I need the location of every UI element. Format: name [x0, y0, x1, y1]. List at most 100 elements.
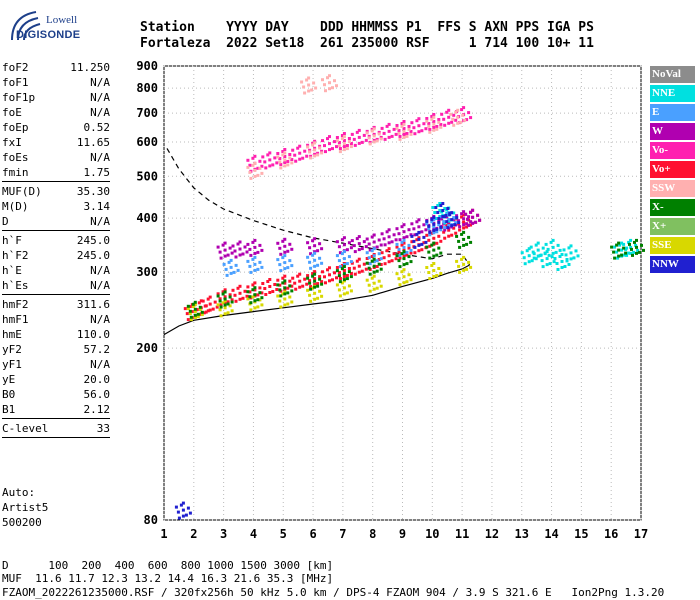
echo-point: [306, 143, 310, 147]
echo-point: [311, 141, 315, 145]
echo-point: [206, 297, 210, 301]
echo-point: [437, 246, 441, 250]
echo-point: [387, 235, 391, 239]
echo-point: [290, 161, 294, 165]
echo-point: [298, 144, 302, 148]
echo-point: [283, 250, 287, 254]
echo-point: [527, 260, 531, 264]
echo-point: [225, 273, 229, 277]
echo-point: [367, 242, 371, 246]
echo-point: [432, 225, 436, 229]
echo-point: [617, 254, 621, 258]
divider: [2, 437, 110, 438]
echo-point: [251, 163, 255, 167]
echo-point: [345, 147, 349, 151]
echo-point: [208, 295, 212, 299]
echo-point: [283, 161, 287, 164]
param-value: 35.30: [76, 185, 110, 198]
echo-point: [387, 254, 391, 258]
echo-point: [467, 260, 471, 264]
x-tick-label: 5: [280, 527, 287, 541]
echo-point: [238, 240, 242, 244]
echo-point: [449, 112, 453, 116]
param-value: N/A: [90, 91, 110, 104]
echo-point: [283, 281, 287, 285]
param-name: foEs: [2, 151, 29, 164]
echo-point: [397, 250, 401, 254]
echo-point: [377, 252, 381, 256]
x-tick-label: 2: [190, 527, 197, 541]
echo-point: [442, 220, 446, 224]
echo-point: [432, 269, 436, 272]
echo-point: [248, 295, 252, 299]
echo-point: [450, 224, 454, 228]
echo-point: [633, 240, 636, 244]
echo-point: [430, 231, 434, 235]
echo-point: [432, 248, 436, 252]
echo-point: [574, 249, 578, 253]
echo-point: [298, 279, 302, 283]
echo-point: [328, 87, 331, 91]
echo-point: [253, 251, 257, 255]
echo-point: [230, 251, 234, 255]
echo-point: [279, 269, 283, 273]
echo-point: [353, 272, 357, 276]
echo-point: [266, 280, 270, 283]
echo-point: [275, 288, 279, 291]
param-row: foEp 0.52: [2, 120, 110, 135]
echo-point: [395, 126, 399, 130]
echo-point: [318, 256, 322, 260]
echo-point: [415, 119, 419, 123]
echo-point: [365, 278, 369, 282]
echo-point: [256, 267, 260, 271]
echo-point: [432, 236, 436, 240]
echo-point: [422, 235, 426, 239]
echo-point: [379, 284, 383, 288]
echo-point: [311, 239, 315, 243]
echo-point: [283, 158, 287, 162]
header-line-2: Fortaleza 2022 Set18 261 235000 RSF 1 71…: [140, 36, 594, 51]
echo-point: [439, 225, 443, 229]
echo-point: [234, 263, 238, 267]
echo-point: [563, 265, 567, 268]
echo-point: [276, 294, 280, 298]
param-row: yF1 N/A: [2, 357, 110, 372]
legend-item: Vo-: [650, 142, 695, 159]
echo-point: [350, 239, 354, 243]
echo-point: [536, 241, 540, 245]
echo-point: [335, 283, 339, 287]
echo-point: [452, 123, 456, 127]
echo-point: [256, 298, 260, 302]
echo-point: [318, 277, 322, 281]
echo-point: [349, 246, 353, 250]
echo-point: [394, 132, 398, 136]
echo-point: [196, 315, 200, 319]
echo-point: [360, 140, 364, 144]
echo-point: [640, 243, 643, 247]
echo-point: [186, 304, 190, 308]
param-name: h`Es: [2, 279, 29, 292]
param-value: N/A: [90, 215, 110, 228]
echo-point: [223, 299, 227, 303]
param-value: 3.14: [83, 200, 111, 213]
param-value: 311.6: [76, 298, 110, 311]
echo-point: [328, 135, 331, 139]
echo-point: [245, 250, 249, 254]
echo-point: [283, 254, 287, 258]
echo-point: [313, 258, 317, 262]
param-value: 56.0: [83, 388, 111, 401]
echo-point: [179, 503, 183, 507]
echo-point: [439, 251, 443, 255]
echo-point: [337, 288, 341, 292]
echo-point: [360, 247, 364, 251]
echo-point: [400, 124, 404, 128]
echo-point: [543, 252, 547, 256]
echo-point: [427, 227, 431, 231]
echo-point: [400, 252, 404, 256]
echo-point: [321, 139, 324, 143]
echo-point: [372, 264, 376, 268]
echo-point: [233, 249, 237, 253]
echo-point: [402, 263, 406, 267]
echo-point: [347, 270, 351, 274]
x-tick-label: 11: [455, 527, 469, 541]
